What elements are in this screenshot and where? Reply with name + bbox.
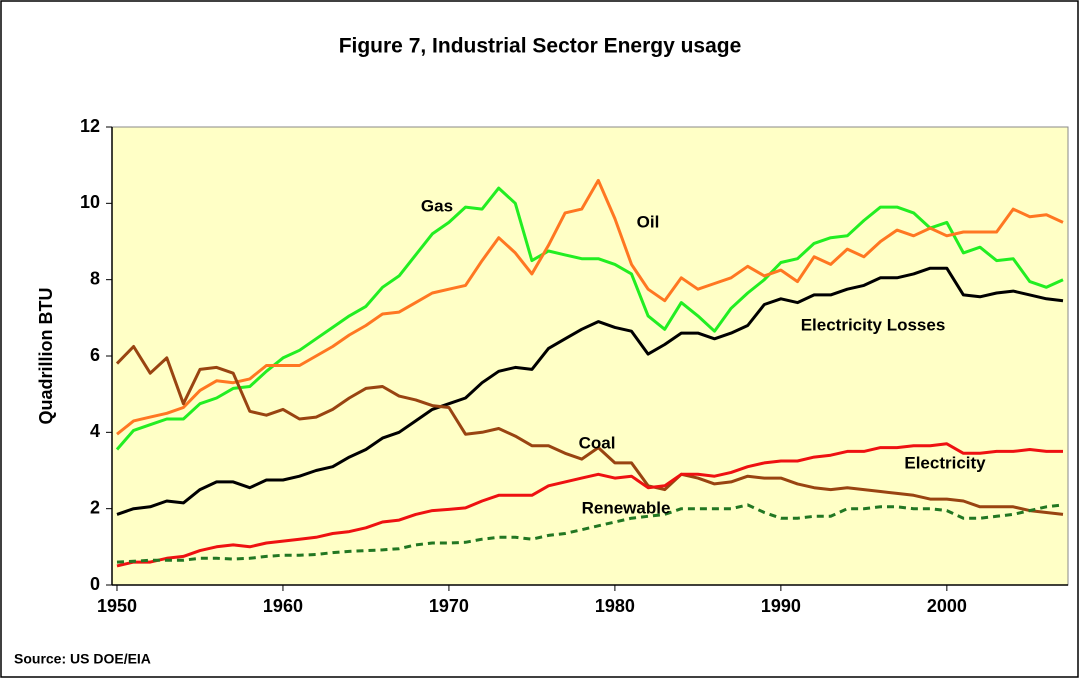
y-tick-label: 8 [90,268,100,288]
y-tick-label: 0 [90,574,100,594]
y-tick-label: 10 [80,192,100,212]
x-tick-label: 1970 [429,596,469,616]
x-tick-label: 1980 [595,596,635,616]
y-tick-label: 12 [80,116,100,136]
y-axis-label: Quadrillion BTU [36,288,56,425]
y-tick-label: 4 [90,421,100,441]
series-label: Electricity Losses [801,315,946,334]
x-tick-label: 1960 [263,596,303,616]
chart-title: Figure 7, Industrial Sector Energy usage [339,35,742,58]
series-label: Electricity [904,453,986,472]
series-line [115,345,1064,516]
series-label: Gas [421,196,453,215]
series-line [116,178,1064,436]
source-note: Source: US DOE/EIA [14,651,151,667]
x-tick-label: 2000 [927,596,967,616]
y-tick-label: 6 [90,345,100,365]
series-line [116,266,1064,516]
series-label: Renewable [582,498,671,517]
series-label: Coal [579,433,616,452]
plot-area [111,126,1069,586]
y-tick-label: 2 [90,497,100,517]
x-tick-label: 1950 [97,596,137,616]
series-line [116,442,1063,568]
series-label: Oil [637,212,660,231]
x-tick-label: 1990 [761,596,801,616]
series-line [116,503,1064,564]
